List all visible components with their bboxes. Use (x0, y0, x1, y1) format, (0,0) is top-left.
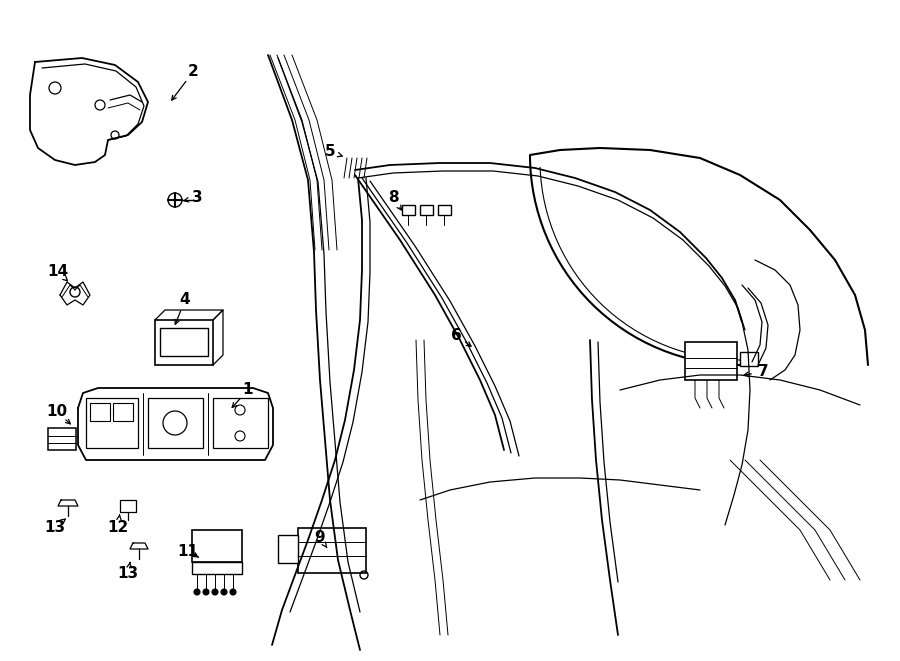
Text: 2: 2 (187, 65, 198, 79)
Text: 12: 12 (107, 520, 129, 535)
Text: 14: 14 (48, 264, 68, 280)
Text: 8: 8 (388, 190, 399, 206)
Circle shape (221, 589, 227, 595)
Bar (420, 205, 433, 215)
Text: 4: 4 (180, 293, 190, 307)
Bar (278, 535, 298, 563)
Text: 13: 13 (117, 566, 139, 582)
Text: 6: 6 (451, 327, 462, 342)
Circle shape (203, 589, 209, 595)
Text: 11: 11 (177, 543, 199, 559)
Bar (155, 320, 213, 365)
Circle shape (230, 589, 236, 595)
Circle shape (194, 589, 200, 595)
Text: 7: 7 (758, 364, 769, 379)
Circle shape (212, 589, 218, 595)
Bar (298, 528, 366, 573)
Bar (113, 403, 133, 421)
Bar (213, 398, 268, 448)
Bar (148, 398, 203, 448)
Bar (90, 403, 110, 421)
Bar (160, 328, 208, 356)
Bar (192, 530, 242, 562)
Bar (48, 428, 76, 450)
Text: 5: 5 (325, 145, 336, 159)
Text: 1: 1 (243, 383, 253, 397)
Bar (192, 562, 242, 574)
Bar (685, 342, 737, 380)
Bar (438, 205, 451, 215)
Text: 10: 10 (47, 405, 68, 420)
Bar (740, 352, 758, 366)
Text: 3: 3 (192, 190, 202, 206)
Text: 13: 13 (44, 520, 66, 535)
Bar (86, 398, 138, 448)
Bar (402, 205, 415, 215)
Text: 9: 9 (315, 531, 325, 545)
